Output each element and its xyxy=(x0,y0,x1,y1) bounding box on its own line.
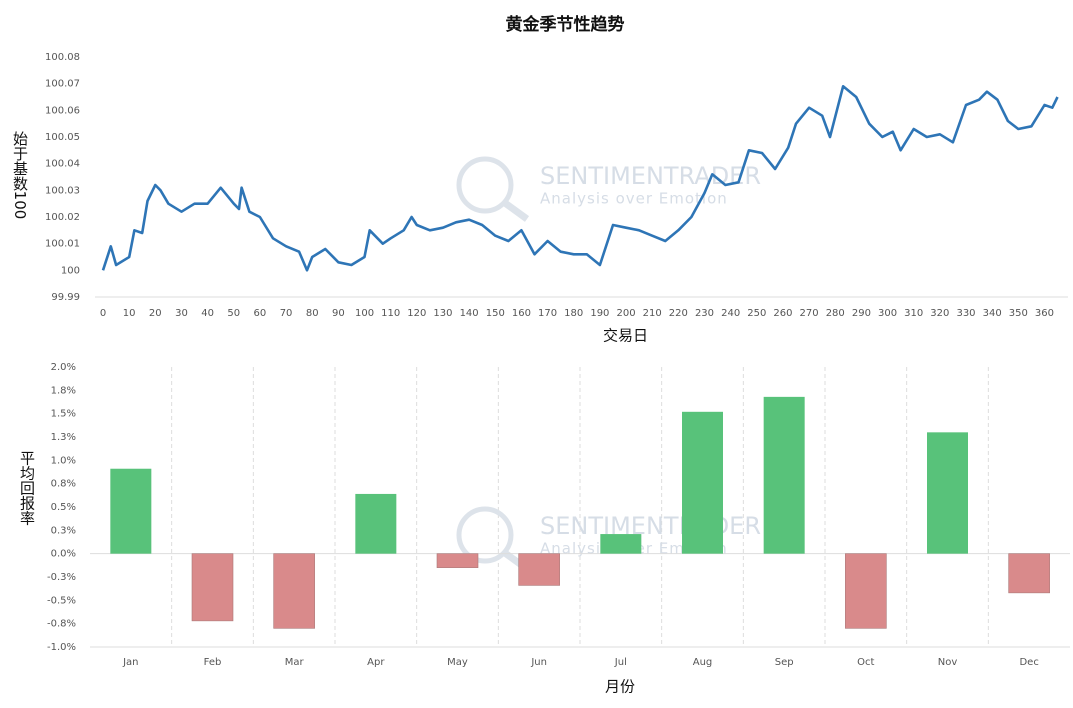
x-tick-label: 340 xyxy=(983,308,1002,319)
x-tick-label: 350 xyxy=(1009,308,1028,319)
bar xyxy=(518,553,560,586)
bar xyxy=(927,432,968,554)
bar xyxy=(600,534,642,554)
x-tick-label: 10 xyxy=(123,308,136,319)
x-tick-label: 60 xyxy=(254,308,267,319)
watermark-icon xyxy=(456,156,514,214)
y-tick-label: 1.5% xyxy=(51,409,76,420)
x-tick-label: Mar xyxy=(285,657,305,668)
bar xyxy=(110,468,152,554)
bar xyxy=(763,396,805,554)
line xyxy=(101,85,1059,272)
y-axis-label: 始于基数100 xyxy=(11,131,29,220)
x-tick-label: 290 xyxy=(852,308,871,319)
y-tick-label: 0.3% xyxy=(51,525,76,536)
x-tick-label: 330 xyxy=(956,308,975,319)
bar xyxy=(273,553,315,629)
x-tick-label: Apr xyxy=(367,657,385,668)
x-tick-label: 230 xyxy=(695,308,714,319)
x-tick-label: 40 xyxy=(201,308,214,319)
x-tick-label: 130 xyxy=(433,308,452,319)
x-tick-label: 170 xyxy=(538,308,557,319)
x-tick-label: 250 xyxy=(747,308,766,319)
y-tick-label: 100.04 xyxy=(45,159,80,170)
x-tick-label: Jul xyxy=(614,657,627,668)
x-tick-label: 260 xyxy=(773,308,792,319)
x-tick-label: 110 xyxy=(381,308,400,319)
bar xyxy=(682,411,723,554)
x-tick-label: Jun xyxy=(530,657,547,668)
x-tick-label: Oct xyxy=(857,657,874,668)
x-axis-label: 交易日 xyxy=(603,327,648,345)
y-tick-label: 99.99 xyxy=(51,292,80,303)
x-tick-label: Nov xyxy=(938,657,958,668)
x-tick-label: 220 xyxy=(669,308,688,319)
y-tick-label: -0.8% xyxy=(47,619,76,630)
x-tick-label: 360 xyxy=(1035,308,1054,319)
x-tick-label: 320 xyxy=(930,308,949,319)
y-tick-label: 1.3% xyxy=(51,432,76,443)
x-tick-label: 50 xyxy=(227,308,240,319)
watermark-subtitle: Analysis over Emotion xyxy=(540,190,728,208)
x-tick-label: 280 xyxy=(826,308,845,319)
y-tick-label: 100.03 xyxy=(45,185,80,196)
x-tick-label: 200 xyxy=(616,308,635,319)
watermark-title: SENTIMENTRADER xyxy=(540,512,761,540)
y-tick-label: 0.0% xyxy=(51,549,76,560)
y-tick-label: 2.0% xyxy=(51,362,76,373)
x-tick-label: 70 xyxy=(280,308,293,319)
bar xyxy=(1008,553,1050,594)
x-tick-label: 0 xyxy=(100,308,106,319)
bar xyxy=(355,493,397,554)
y-tick-label: 100.01 xyxy=(45,239,80,250)
bar xyxy=(845,553,887,629)
x-tick-label: Aug xyxy=(693,657,713,668)
y-tick-label: -1.0% xyxy=(47,642,76,653)
x-tick-label: 140 xyxy=(460,308,479,319)
y-tick-label: 100.05 xyxy=(45,132,80,143)
x-axis-label: 月份 xyxy=(605,678,635,696)
y-tick-label: 0.5% xyxy=(51,502,76,513)
x-tick-label: 90 xyxy=(332,308,345,319)
x-tick-label: Dec xyxy=(1019,657,1038,668)
y-tick-label: -0.3% xyxy=(47,572,76,583)
x-tick-label: 310 xyxy=(904,308,923,319)
y-tick-label: 100.02 xyxy=(45,212,80,223)
bar xyxy=(191,553,234,622)
y-tick-label: 0.8% xyxy=(51,479,76,490)
x-tick-label: 180 xyxy=(564,308,583,319)
y-tick-label: 100.08 xyxy=(45,52,80,63)
y-tick-label: 1.8% xyxy=(51,385,76,396)
bar xyxy=(436,553,479,568)
x-tick-label: 270 xyxy=(800,308,819,319)
x-tick-label: 120 xyxy=(407,308,426,319)
x-tick-label: 30 xyxy=(175,308,188,319)
y-tick-label: -0.5% xyxy=(47,595,76,606)
watermark-icon xyxy=(456,506,514,564)
y-tick-label: 1.0% xyxy=(51,455,76,466)
x-tick-label: 80 xyxy=(306,308,319,319)
x-tick-label: 20 xyxy=(149,308,162,319)
x-tick-label: 300 xyxy=(878,308,897,319)
chart-title: 黄金季节性趋势 xyxy=(506,14,625,35)
y-axis-label: 平均回报率 xyxy=(18,451,36,526)
x-tick-label: 100 xyxy=(355,308,374,319)
y-tick-label: 100.06 xyxy=(45,105,80,116)
x-tick-label: 240 xyxy=(721,308,740,319)
x-tick-label: 160 xyxy=(512,308,531,319)
x-tick-label: 150 xyxy=(486,308,505,319)
y-tick-label: 100.07 xyxy=(45,79,80,90)
x-tick-label: 190 xyxy=(590,308,609,319)
x-tick-label: Sep xyxy=(775,657,794,668)
x-tick-label: May xyxy=(447,657,468,668)
x-tick-label: 210 xyxy=(643,308,662,319)
y-tick-label: 100 xyxy=(61,265,80,276)
watermark-icon xyxy=(502,200,530,222)
x-tick-label: Jan xyxy=(122,657,138,668)
x-tick-label: Feb xyxy=(204,657,222,668)
